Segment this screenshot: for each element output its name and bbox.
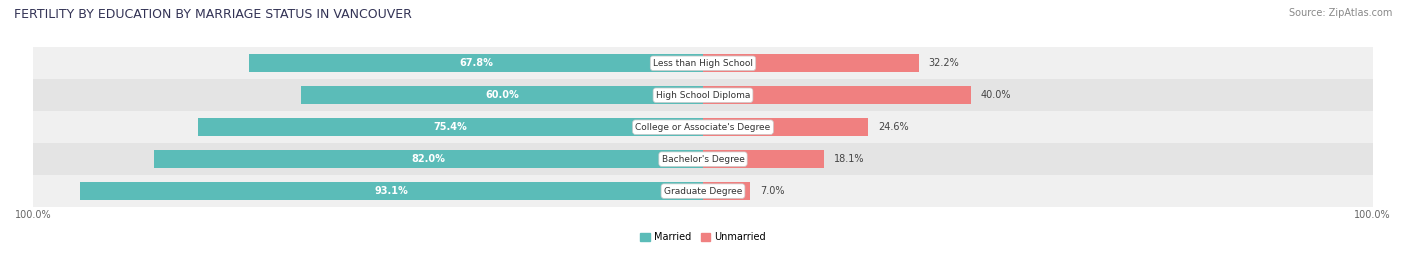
Text: 32.2%: 32.2% [929, 58, 959, 68]
Bar [80, 182, 703, 200]
Text: 24.6%: 24.6% [877, 122, 908, 132]
Bar [703, 150, 824, 168]
Bar [703, 182, 749, 200]
Bar [34, 47, 1372, 79]
Bar [34, 111, 1372, 143]
Bar [198, 118, 703, 136]
Text: FERTILITY BY EDUCATION BY MARRIAGE STATUS IN VANCOUVER: FERTILITY BY EDUCATION BY MARRIAGE STATU… [14, 8, 412, 21]
Text: High School Diploma: High School Diploma [655, 91, 751, 100]
Text: 93.1%: 93.1% [374, 186, 408, 196]
Bar [153, 150, 703, 168]
Text: 67.8%: 67.8% [458, 58, 494, 68]
Bar [703, 86, 972, 104]
Bar [301, 86, 703, 104]
Text: 82.0%: 82.0% [412, 154, 446, 164]
Bar [34, 79, 1372, 111]
Text: 75.4%: 75.4% [433, 122, 467, 132]
Text: Bachelor's Degree: Bachelor's Degree [662, 155, 744, 164]
Text: 60.0%: 60.0% [485, 90, 519, 100]
Text: 7.0%: 7.0% [759, 186, 785, 196]
Text: 40.0%: 40.0% [981, 90, 1011, 100]
Text: Source: ZipAtlas.com: Source: ZipAtlas.com [1288, 8, 1392, 18]
Text: Graduate Degree: Graduate Degree [664, 187, 742, 196]
Text: College or Associate's Degree: College or Associate's Degree [636, 123, 770, 132]
Bar [34, 175, 1372, 207]
Bar [249, 54, 703, 72]
Bar [703, 118, 868, 136]
Text: Less than High School: Less than High School [652, 59, 754, 68]
Bar [34, 143, 1372, 175]
Text: 18.1%: 18.1% [834, 154, 865, 164]
Bar [703, 54, 918, 72]
Legend: Married, Unmarried: Married, Unmarried [640, 232, 766, 242]
